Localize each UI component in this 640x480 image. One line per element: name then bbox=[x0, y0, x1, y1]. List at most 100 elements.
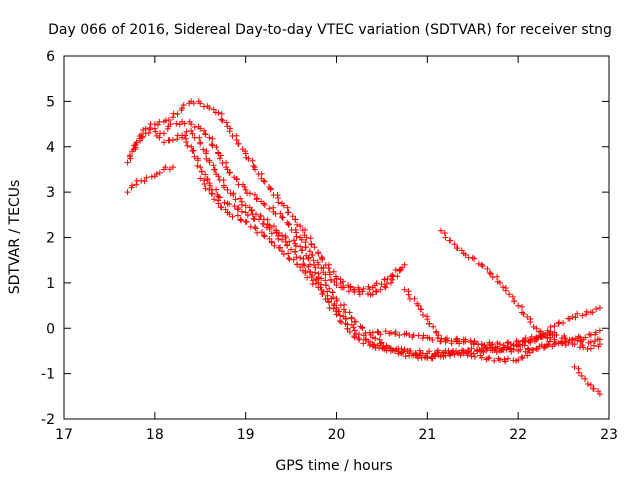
data-point bbox=[497, 345, 503, 352]
x-tick-label: 22 bbox=[509, 427, 527, 443]
data-point bbox=[517, 346, 524, 353]
data-point bbox=[350, 324, 357, 331]
data-point bbox=[284, 242, 291, 249]
data-point bbox=[593, 306, 600, 313]
x-tick-label: 19 bbox=[237, 427, 255, 443]
data-point bbox=[266, 205, 273, 212]
data-point bbox=[131, 142, 138, 149]
data-point bbox=[279, 236, 285, 243]
data-point bbox=[365, 283, 372, 290]
data-point bbox=[183, 139, 190, 146]
data-point bbox=[261, 233, 268, 240]
data-point bbox=[237, 216, 244, 223]
data-point bbox=[519, 354, 526, 361]
data-point bbox=[251, 191, 258, 198]
data-point bbox=[587, 332, 594, 339]
data-point bbox=[319, 291, 326, 298]
data-point bbox=[410, 332, 417, 339]
data-point bbox=[329, 289, 336, 296]
data-point bbox=[247, 190, 254, 197]
data-point bbox=[378, 339, 385, 346]
data-point bbox=[584, 380, 591, 387]
data-point bbox=[184, 142, 191, 149]
data-point bbox=[377, 331, 384, 338]
data-point bbox=[132, 145, 139, 152]
data-point bbox=[438, 349, 445, 356]
data-point bbox=[454, 245, 461, 252]
data-point bbox=[215, 200, 222, 207]
data-point bbox=[218, 110, 225, 117]
data-point bbox=[359, 288, 366, 295]
data-point bbox=[515, 302, 522, 309]
data-point bbox=[303, 234, 310, 241]
data-point bbox=[530, 323, 537, 330]
data-point bbox=[545, 341, 552, 348]
data-point bbox=[497, 357, 503, 364]
data-point bbox=[587, 381, 594, 388]
data-point bbox=[518, 303, 525, 310]
data-point bbox=[369, 329, 376, 336]
data-point bbox=[179, 105, 186, 112]
data-point bbox=[432, 353, 439, 360]
data-point bbox=[366, 342, 373, 349]
data-point bbox=[297, 223, 304, 230]
data-point bbox=[194, 157, 201, 164]
data-point bbox=[268, 230, 275, 237]
data-point bbox=[313, 275, 320, 282]
data-point bbox=[179, 134, 186, 141]
data-point bbox=[572, 335, 579, 342]
series-track-10 bbox=[571, 363, 603, 398]
data-point bbox=[435, 332, 442, 339]
data-point bbox=[218, 204, 225, 211]
data-point bbox=[213, 186, 220, 193]
data-point bbox=[292, 226, 299, 233]
data-point bbox=[581, 375, 588, 382]
data-point bbox=[534, 345, 541, 352]
data-point bbox=[315, 270, 322, 277]
data-point bbox=[533, 325, 540, 332]
data-point bbox=[201, 181, 208, 188]
data-point bbox=[331, 279, 338, 286]
data-point bbox=[345, 288, 352, 295]
data-point bbox=[223, 119, 230, 126]
data-point bbox=[280, 251, 287, 258]
data-point bbox=[166, 137, 173, 144]
data-point bbox=[297, 243, 304, 250]
data-point bbox=[200, 127, 207, 134]
data-point bbox=[555, 320, 562, 327]
data-point bbox=[235, 205, 242, 212]
data-point bbox=[124, 189, 131, 196]
data-point bbox=[346, 309, 353, 316]
data-point bbox=[302, 270, 309, 277]
data-point bbox=[170, 114, 176, 121]
data-point bbox=[268, 238, 275, 245]
x-tick-label: 23 bbox=[600, 427, 618, 443]
data-point bbox=[396, 267, 403, 274]
data-point bbox=[389, 347, 396, 354]
data-point bbox=[294, 261, 301, 268]
data-point bbox=[285, 250, 292, 257]
data-point bbox=[308, 241, 315, 248]
data-point bbox=[322, 296, 329, 303]
data-point bbox=[238, 217, 245, 224]
data-point bbox=[572, 314, 579, 321]
data-point bbox=[261, 178, 268, 185]
series-track-1 bbox=[129, 98, 408, 293]
data-point bbox=[365, 338, 372, 345]
data-point bbox=[207, 182, 214, 189]
data-point bbox=[292, 248, 299, 255]
data-point bbox=[325, 265, 332, 272]
data-point bbox=[478, 261, 485, 268]
series-track-3 bbox=[124, 164, 176, 196]
data-point bbox=[188, 121, 195, 128]
data-point bbox=[519, 309, 526, 316]
data-point bbox=[277, 210, 284, 217]
data-point bbox=[360, 332, 367, 339]
series-track-8 bbox=[401, 286, 603, 353]
data-point bbox=[521, 342, 528, 349]
data-point bbox=[430, 323, 437, 330]
data-point bbox=[170, 136, 176, 143]
data-point bbox=[448, 349, 455, 356]
data-point bbox=[340, 306, 347, 313]
data-point bbox=[170, 164, 176, 171]
